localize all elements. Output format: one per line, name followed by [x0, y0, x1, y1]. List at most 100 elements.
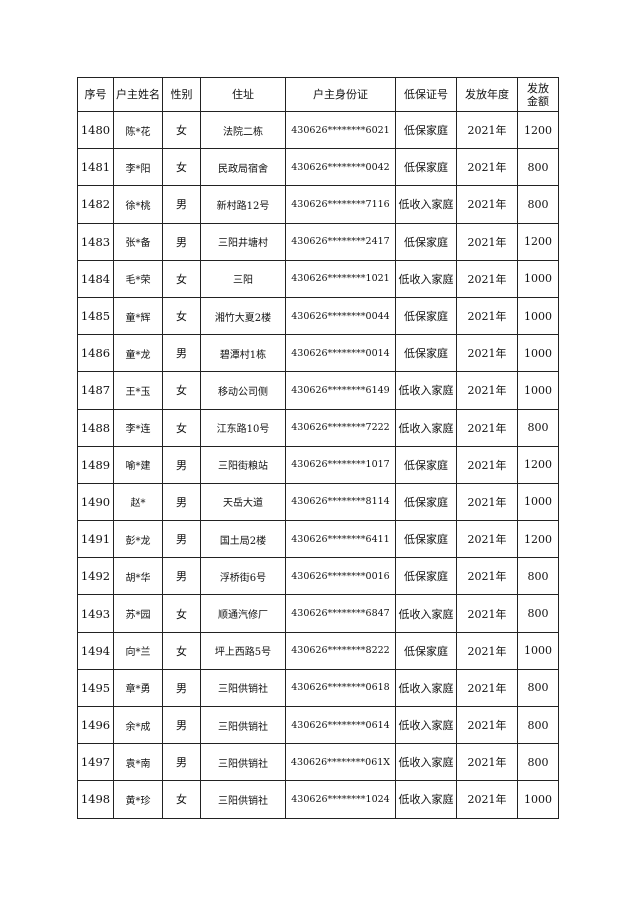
header-amount-line2: 金额 — [527, 94, 549, 108]
cell-gender: 女 — [162, 594, 201, 633]
cell-addr: 移动公司侧 — [200, 371, 286, 410]
table-row: 1487 王*玉女移动公司侧 430626********6149 低收入家庭 2021… — [77, 371, 559, 410]
cell-id: 430626********0044 — [285, 296, 396, 336]
cell-name: 苏*园 — [113, 594, 163, 633]
cell-addr: 三阳 — [200, 259, 286, 298]
cell-seq: 1498 — [77, 780, 114, 819]
cell-gender: 男 — [162, 520, 201, 559]
cell-addr: 三阳供销社 — [200, 743, 286, 782]
cell-gender: 男 — [162, 445, 201, 484]
cell-name: 赵* — [113, 482, 163, 522]
cell-seq: 1485 — [77, 296, 114, 336]
cell-addr: 江东路10号 — [200, 408, 286, 447]
cell-amount: 1200 — [517, 222, 559, 261]
cell-addr: 碧潭村1栋 — [200, 334, 286, 373]
cell-name: 彭*龙 — [113, 520, 163, 559]
cell-gender: 男 — [162, 185, 201, 224]
cell-cert: 低保家庭 — [395, 222, 457, 261]
cell-cert: 低收入家庭 — [395, 594, 457, 633]
table-row: 1483 张*备男三阳井塘村 430626********2417 低保家庭 2021年… — [77, 222, 559, 261]
table-row: 1480 陈*花女法院二栋 430626********6021 低保家庭 2021年 1… — [77, 110, 559, 150]
cell-addr: 坪上西路5号 — [200, 631, 286, 670]
table-row: 1496 余*成男三阳供销社 430626********0614 低收入家庭 2021… — [77, 705, 559, 745]
cell-cert: 低收入家庭 — [395, 259, 457, 298]
cell-name: 毛*荣 — [113, 259, 163, 298]
cell-cert: 低收入家庭 — [395, 408, 457, 447]
cell-amount: 800 — [517, 557, 559, 596]
cell-amount: 800 — [517, 705, 559, 745]
cell-addr: 法院二栋 — [200, 110, 286, 150]
header-cert: 低保证号 — [395, 77, 457, 112]
header-id: 户主身份证 — [285, 77, 396, 112]
cell-gender: 男 — [162, 705, 201, 745]
header-seq: 序号 — [77, 77, 114, 112]
header-year: 发放年度 — [456, 77, 518, 112]
cell-amount: 1000 — [517, 631, 559, 670]
cell-year: 2021年 — [456, 296, 518, 336]
cell-gender: 女 — [162, 259, 201, 298]
cell-id: 430626********7222 — [285, 408, 396, 447]
cell-seq: 1495 — [77, 668, 114, 708]
cell-year: 2021年 — [456, 631, 518, 670]
cell-year: 2021年 — [456, 148, 518, 187]
cell-seq: 1480 — [77, 110, 114, 150]
cell-id: 430626********0042 — [285, 148, 396, 187]
cell-id: 430626********6847 — [285, 594, 396, 633]
cell-addr: 顺通汽修厂 — [200, 594, 286, 633]
cell-id: 430626********0618 — [285, 668, 396, 708]
cell-seq: 1489 — [77, 445, 114, 484]
cell-seq: 1491 — [77, 520, 114, 559]
cell-id: 430626********0016 — [285, 557, 396, 596]
subsidy-table: 序号 户主姓名 性别 住址 户主身份证 低保证号 发放年度 发放 金额 1480… — [77, 77, 559, 819]
cell-cert: 低保家庭 — [395, 334, 457, 373]
cell-year: 2021年 — [456, 185, 518, 224]
cell-name: 张*备 — [113, 222, 163, 261]
cell-cert: 低保家庭 — [395, 445, 457, 484]
cell-amount: 1000 — [517, 259, 559, 298]
cell-id: 430626********1021 — [285, 259, 396, 298]
table-row: 1492 胡*华男浮桥街6号 430626********0016 低保家庭 2021年… — [77, 557, 559, 596]
cell-name: 袁*南 — [113, 743, 163, 782]
cell-id: 430626********6021 — [285, 110, 396, 150]
cell-id: 430626********2417 — [285, 222, 396, 261]
cell-addr: 浮桥街6号 — [200, 557, 286, 596]
table-row: 1491 彭*龙男国土局2楼 430626********6411 低保家庭 2021年… — [77, 520, 559, 559]
cell-addr: 三阳供销社 — [200, 668, 286, 708]
cell-name: 向*兰 — [113, 631, 163, 670]
table-row: 1494 向*兰女坪上西路5号 430626********8222 低保家庭 2021… — [77, 631, 559, 670]
cell-year: 2021年 — [456, 259, 518, 298]
cell-amount: 800 — [517, 408, 559, 447]
cell-cert: 低保家庭 — [395, 557, 457, 596]
cell-seq: 1487 — [77, 371, 114, 410]
cell-gender: 男 — [162, 334, 201, 373]
cell-name: 章*勇 — [113, 668, 163, 708]
cell-name: 喻*建 — [113, 445, 163, 484]
cell-year: 2021年 — [456, 520, 518, 559]
cell-amount: 1000 — [517, 371, 559, 410]
cell-amount: 800 — [517, 594, 559, 633]
cell-year: 2021年 — [456, 222, 518, 261]
cell-gender: 男 — [162, 222, 201, 261]
cell-name: 李*阳 — [113, 148, 163, 187]
cell-amount: 1200 — [517, 445, 559, 484]
table-row: 1495 章*勇男三阳供销社 430626********0618 低收入家庭 2021… — [77, 668, 559, 708]
cell-gender: 男 — [162, 482, 201, 522]
cell-seq: 1492 — [77, 557, 114, 596]
cell-year: 2021年 — [456, 780, 518, 819]
cell-year: 2021年 — [456, 110, 518, 150]
table-row: 1488 李*连女江东路10号 430626********7222 低收入家庭 202… — [77, 408, 559, 447]
table-row: 1497 袁*南男三阳供销社 430626********061X 低收入家庭 2021… — [77, 743, 559, 782]
cell-addr: 三阳街粮站 — [200, 445, 286, 484]
cell-amount: 1200 — [517, 520, 559, 559]
cell-cert: 低保家庭 — [395, 296, 457, 336]
cell-seq: 1493 — [77, 594, 114, 633]
table-row: 1489 喻*建男三阳街粮站 430626********1017 低保家庭 2021年… — [77, 445, 559, 484]
cell-name: 童*龙 — [113, 334, 163, 373]
cell-year: 2021年 — [456, 705, 518, 745]
header-row: 序号 户主姓名 性别 住址 户主身份证 低保证号 发放年度 发放 金额 — [77, 77, 559, 112]
cell-cert: 低保家庭 — [395, 520, 457, 559]
cell-cert: 低收入家庭 — [395, 780, 457, 819]
cell-cert: 低收入家庭 — [395, 668, 457, 708]
cell-amount: 1000 — [517, 334, 559, 373]
cell-amount: 1200 — [517, 110, 559, 150]
